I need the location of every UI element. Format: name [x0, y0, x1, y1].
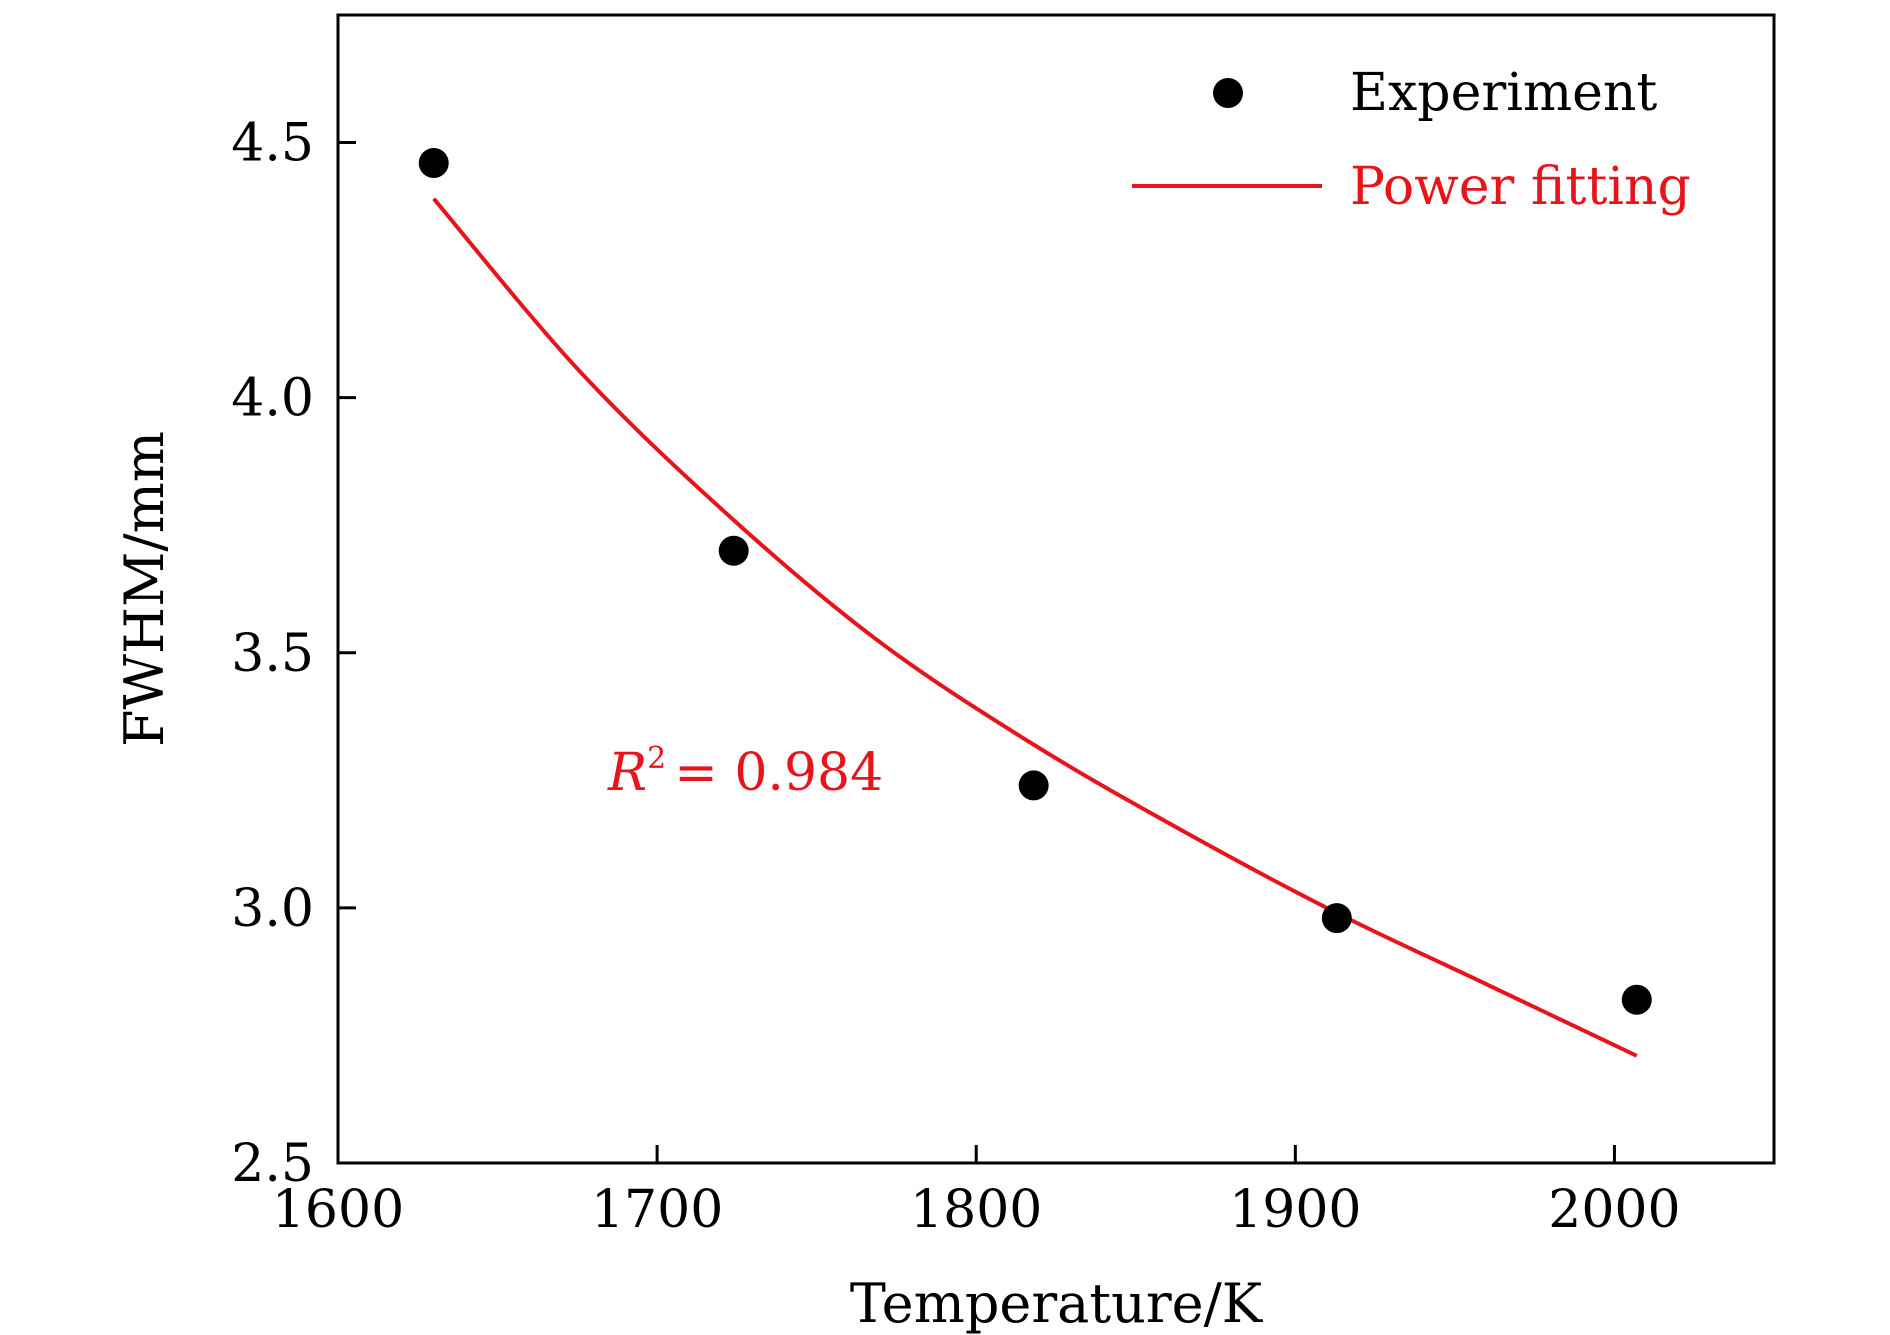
- r-value: = 0.984: [674, 743, 883, 803]
- fit-line-group: [432, 197, 1638, 1058]
- r-squared-annotation: R2 = 0.984: [607, 741, 883, 803]
- r-symbol: R: [607, 743, 647, 803]
- x-tick-label: 1900: [1229, 1180, 1361, 1240]
- legend-fit-label: Power fitting: [1350, 157, 1691, 217]
- plot-frame: [336, 13, 1776, 1165]
- experiment-point: [718, 535, 749, 566]
- x-tick-label: 1700: [591, 1180, 723, 1240]
- y-tick-label: 3.0: [231, 879, 314, 939]
- experiment-point: [418, 147, 449, 178]
- data-points-group: [418, 147, 1652, 1015]
- y-tick-label: 4.0: [231, 369, 314, 429]
- y-axis-ticks: 2.5 3.0 3.5 4.0 4.5: [231, 114, 356, 1194]
- power-fit-line: [432, 197, 1638, 1058]
- r-superscript: 2: [647, 741, 666, 776]
- x-tick-label: 1600: [272, 1180, 404, 1240]
- x-axis-title: Temperature/K: [850, 1272, 1264, 1335]
- experiment-point: [1621, 984, 1652, 1015]
- x-tick-label: 2000: [1548, 1180, 1680, 1240]
- experiment-point: [1321, 903, 1352, 934]
- y-axis-title: FWHM/mm: [113, 431, 176, 747]
- experiment-point: [1018, 770, 1049, 801]
- y-tick-label: 3.5: [231, 624, 314, 684]
- legend: Experiment Power fitting: [1132, 63, 1691, 217]
- legend-experiment-marker: [1213, 78, 1243, 108]
- x-tick-label: 1800: [910, 1180, 1042, 1240]
- y-tick-label: 4.5: [231, 114, 314, 174]
- y-tick-label: 2.5: [231, 1134, 314, 1194]
- legend-experiment-label: Experiment: [1350, 63, 1657, 123]
- x-axis-ticks: 1600 1700 1800 1900 2000: [272, 1145, 1681, 1240]
